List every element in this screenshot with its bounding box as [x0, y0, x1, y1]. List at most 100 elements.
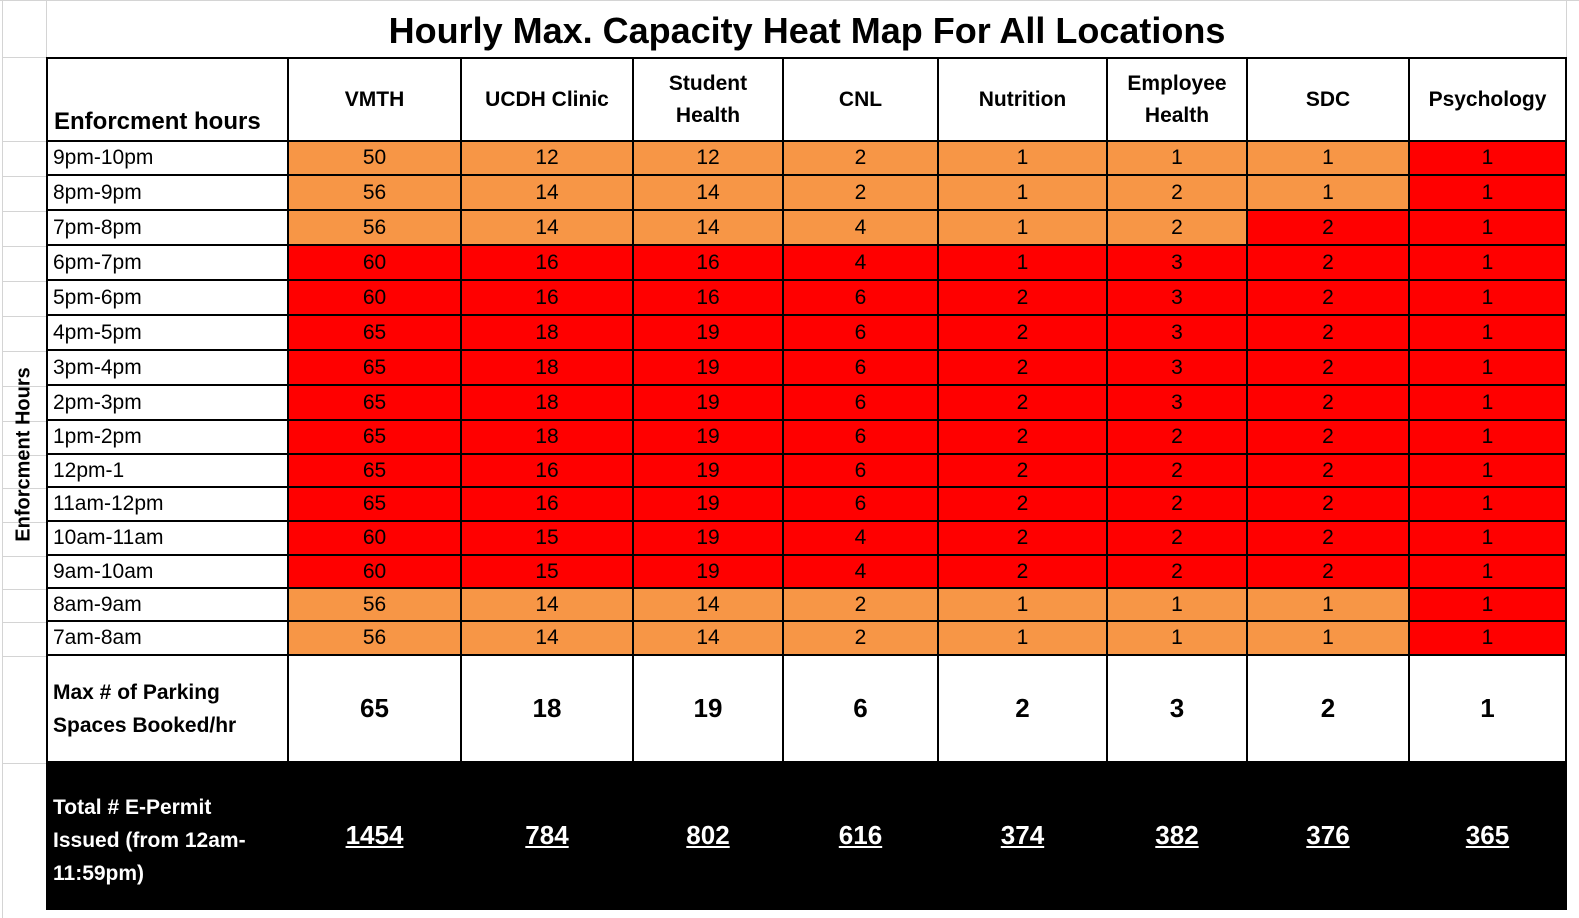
- heat-cell: 60: [287, 554, 462, 589]
- heat-cell: 1: [1106, 140, 1248, 176]
- heat-cell: 1: [1106, 620, 1248, 656]
- gridline: [2, 0, 3, 918]
- table-row: 4pm-5pm 65 18 19 6 2 3 2 1: [46, 314, 1567, 351]
- heat-cell: 60: [287, 520, 462, 556]
- heat-cell: 1: [1408, 209, 1567, 246]
- gridline: [2, 622, 46, 623]
- max-spaces-value: 2: [1246, 654, 1410, 763]
- heat-cell: 65: [287, 486, 462, 522]
- heat-cell: 15: [460, 520, 634, 556]
- heat-cell: 14: [460, 174, 634, 211]
- heat-cell: 14: [460, 587, 634, 622]
- heat-cell: 18: [460, 419, 634, 455]
- heat-cell: 3: [1106, 349, 1248, 386]
- chart-title: Hourly Max. Capacity Heat Map For All Lo…: [388, 10, 1226, 51]
- total-permits-value: 376: [1246, 761, 1410, 910]
- hour-label: 11am-12pm: [46, 486, 289, 522]
- gridline: [2, 141, 46, 142]
- heat-cell: 19: [632, 453, 784, 488]
- heat-cell: 2: [782, 587, 939, 622]
- table-row: 5pm-6pm 60 16 16 6 2 3 2 1: [46, 279, 1567, 316]
- heat-cell: 2: [937, 453, 1108, 488]
- table-row: 12pm-1 65 16 19 6 2 2 2 1: [46, 453, 1567, 488]
- heat-cell: 19: [632, 314, 784, 351]
- heat-cell: 19: [632, 486, 784, 522]
- heat-cell: 16: [460, 486, 634, 522]
- heat-cell: 14: [632, 174, 784, 211]
- heat-cell: 2: [1246, 520, 1410, 556]
- heat-cell: 60: [287, 244, 462, 281]
- heat-cell: 1: [1408, 520, 1567, 556]
- heat-cell: 1: [1408, 140, 1567, 176]
- heat-cell: 1: [1408, 486, 1567, 522]
- table-row: 7am-8am 56 14 14 2 1 1 1 1: [46, 620, 1567, 656]
- gridline: [2, 211, 46, 212]
- heat-cell: 2: [937, 419, 1108, 455]
- gridline: [0, 0, 1579, 1]
- heat-cell: 2: [782, 174, 939, 211]
- heat-cell: 15: [460, 554, 634, 589]
- column-header-nutrition: Nutrition: [937, 57, 1108, 142]
- heat-cell: 18: [460, 349, 634, 386]
- gridline: [2, 176, 46, 177]
- heat-cell: 1: [1246, 140, 1410, 176]
- heat-cell: 18: [460, 314, 634, 351]
- heat-cell: 16: [460, 453, 634, 488]
- heat-cell: 3: [1106, 384, 1248, 421]
- heat-cell: 2: [1106, 554, 1248, 589]
- total-permits-value: 784: [460, 761, 634, 910]
- hour-label: 4pm-5pm: [46, 314, 289, 351]
- gridline: [2, 589, 46, 590]
- heat-cell: 56: [287, 587, 462, 622]
- heat-cell: 3: [1106, 314, 1248, 351]
- hour-label: 2pm-3pm: [46, 384, 289, 421]
- heat-cell: 2: [1246, 244, 1410, 281]
- heat-cell: 1: [1246, 620, 1410, 656]
- table-row: 3pm-4pm 65 18 19 6 2 3 2 1: [46, 349, 1567, 386]
- heat-cell: 12: [460, 140, 634, 176]
- heat-cell: 2: [1246, 486, 1410, 522]
- header-row: Enforcment hours VMTH UCDH Clinic Student He…: [46, 57, 1567, 142]
- heat-cell: 14: [632, 587, 784, 622]
- gridline: [46, 0, 47, 57]
- side-label-text: Enforcment Hours: [12, 366, 35, 542]
- gridline: [2, 351, 46, 352]
- corner-header: Enforcment hours: [46, 57, 289, 142]
- heat-cell: 14: [460, 620, 634, 656]
- heat-cell: 65: [287, 419, 462, 455]
- heat-cell: 56: [287, 620, 462, 656]
- total-permits-value: 1454: [287, 761, 462, 910]
- heat-cell: 2: [937, 349, 1108, 386]
- heat-cell: 2: [1106, 419, 1248, 455]
- total-permits-value: 365: [1408, 761, 1567, 910]
- max-spaces-value: 18: [460, 654, 634, 763]
- heat-cell: 2: [937, 486, 1108, 522]
- heat-cell: 2: [1106, 520, 1248, 556]
- heat-cell: 6: [782, 453, 939, 488]
- gridline: [2, 556, 46, 557]
- heat-cell: 2: [1106, 174, 1248, 211]
- heat-cell: 4: [782, 520, 939, 556]
- heat-cell: 1: [1408, 314, 1567, 351]
- heat-cell: 2: [1246, 279, 1410, 316]
- max-spaces-label: Max # of Parking Spaces Booked/hr: [46, 654, 289, 763]
- heat-cell: 2: [1246, 384, 1410, 421]
- heat-cell: 2: [782, 140, 939, 176]
- heat-cell: 65: [287, 349, 462, 386]
- heat-cell: 6: [782, 419, 939, 455]
- heat-cell: 65: [287, 453, 462, 488]
- total-permits-value: 374: [937, 761, 1108, 910]
- table-row: 7pm-8pm 56 14 14 4 1 2 2 1: [46, 209, 1567, 246]
- heat-cell: 2: [1246, 349, 1410, 386]
- heat-cell: 2: [937, 520, 1108, 556]
- gridline: [2, 656, 46, 657]
- hour-label: 9am-10am: [46, 554, 289, 589]
- column-header-cnl: CNL: [782, 57, 939, 142]
- gridline: [2, 522, 46, 523]
- heat-cell: 19: [632, 419, 784, 455]
- heat-cell: 1: [1408, 384, 1567, 421]
- gridline: [2, 455, 46, 456]
- total-permits-label: Total # E-Permit Issued (from 12am- 11:59p…: [46, 761, 289, 910]
- table-row: 1pm-2pm 65 18 19 6 2 2 2 1: [46, 419, 1567, 455]
